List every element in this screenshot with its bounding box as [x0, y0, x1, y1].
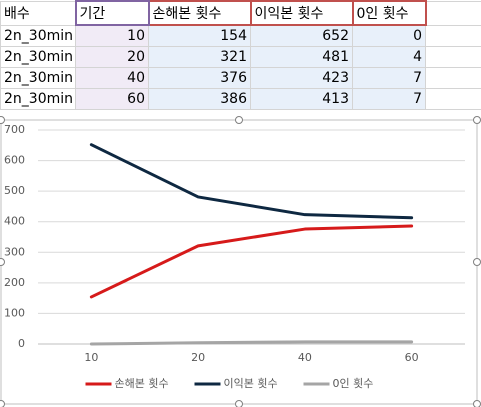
- cell[interactable]: 423: [250, 67, 353, 89]
- cell[interactable]: 7: [352, 88, 426, 110]
- resize-handle[interactable]: [473, 116, 481, 124]
- row: 2n_30min 40 376 423 7: [0, 67, 481, 89]
- cell[interactable]: 376: [148, 67, 251, 89]
- spreadsheet: 배수 기간 손해본 횟수 이익본 횟수 0인 횟수 2n_30min 10 154 652 0 2n…: [0, 0, 481, 110]
- legend-label: 이익본 횟수: [224, 377, 278, 390]
- x-tick-label: 10: [84, 351, 98, 364]
- cell[interactable]: 이익본 횟수: [249, 0, 354, 26]
- y-tick-label: 100: [4, 306, 25, 319]
- cell[interactable]: 20: [75, 46, 149, 68]
- x-tick-label: 40: [298, 351, 312, 364]
- cell[interactable]: 2n_30min: [0, 24, 76, 47]
- cell[interactable]: 0인 횟수: [351, 0, 427, 26]
- y-tick-label: 700: [4, 123, 25, 136]
- resize-handle[interactable]: [473, 258, 481, 266]
- y-tick-label: 500: [4, 184, 25, 197]
- cell[interactable]: 154: [148, 24, 251, 47]
- cell[interactable]: 481: [250, 46, 353, 68]
- y-tick-label: 400: [4, 215, 25, 228]
- y-tick-label: 300: [4, 245, 25, 258]
- y-tick-label: 0: [18, 337, 25, 350]
- cell[interactable]: 배수: [0, 0, 76, 26]
- row: 배수 기간 손해본 횟수 이익본 횟수 0인 횟수: [0, 0, 481, 26]
- x-tick-label: 60: [405, 351, 419, 364]
- y-tick-label: 600: [4, 154, 25, 167]
- resize-handle[interactable]: [235, 400, 243, 407]
- series-line: [89, 143, 414, 220]
- resize-handle[interactable]: [473, 400, 481, 407]
- y-tick-label: 200: [4, 276, 25, 289]
- resize-handle[interactable]: [0, 258, 5, 266]
- resize-handle[interactable]: [0, 116, 5, 124]
- series-line: [89, 224, 414, 299]
- resize-handle[interactable]: [0, 400, 5, 407]
- cell[interactable]: 413: [250, 88, 353, 110]
- chart-area[interactable]: [0, 119, 478, 405]
- row: 2n_30min 20 321 481 4: [0, 46, 481, 68]
- cell[interactable]: 2n_30min: [0, 88, 76, 110]
- cell[interactable]: 386: [148, 88, 251, 110]
- row: 2n_30min 10 154 652 0: [0, 24, 481, 47]
- cell[interactable]: 손해본 횟수: [147, 0, 252, 26]
- cell[interactable]: 10: [75, 24, 149, 47]
- cell[interactable]: 652: [250, 24, 353, 47]
- cell[interactable]: 321: [148, 46, 251, 68]
- cell[interactable]: 2n_30min: [0, 46, 76, 68]
- cell[interactable]: 40: [75, 67, 149, 89]
- x-tick-label: 20: [191, 351, 205, 364]
- cell[interactable]: 기간: [74, 0, 150, 26]
- resize-handle[interactable]: [235, 116, 243, 124]
- legend-label: 0인 횟수: [333, 377, 374, 390]
- cell[interactable]: 60: [75, 88, 149, 110]
- series-line: [89, 340, 414, 346]
- legend-label: 손해본 횟수: [115, 376, 169, 390]
- row: 2n_30min 60 386 413 7: [0, 88, 481, 110]
